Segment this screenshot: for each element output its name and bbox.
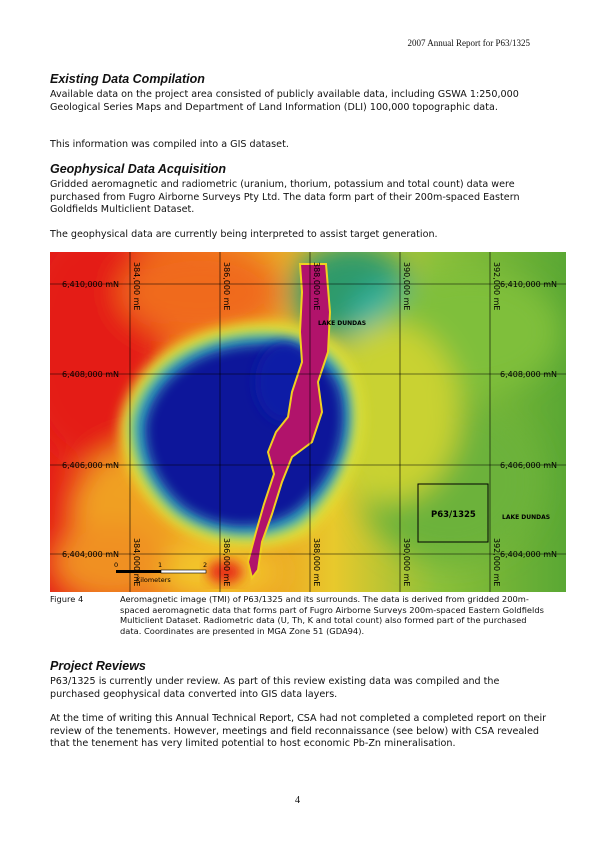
existing-data-paragraph: Available data on the project area consi… [50, 89, 519, 113]
interpretation-paragraph: The geophysical data are currently being… [50, 229, 438, 240]
northing-label-right: 6,404,000 mN [500, 550, 557, 559]
northing-label-right: 6,410,000 mN [500, 280, 557, 289]
review-paragraph: P63/1325 is currently under review. As p… [50, 676, 500, 700]
northing-label-left: 6,410,000 mN [62, 280, 119, 289]
figure-number: Figure 4 [50, 594, 84, 604]
lake-label: LAKE DUNDAS [318, 320, 366, 327]
easting-label-bottom: 392,000 mE [492, 538, 501, 586]
figure-caption: Aeromagnetic image (TMI) of P63/1325 and… [120, 594, 544, 636]
page-number: 4 [294, 795, 301, 806]
northing-label-left: 6,404,000 mN [62, 550, 119, 559]
aeromagnetic-map: 6,410,000 mN 6,408,000 mN 6,406,000 mN 6… [50, 252, 566, 592]
easting-label-bottom: 386,000 mE [222, 538, 231, 586]
lake-label: LAKE DUNDAS [502, 514, 550, 521]
easting-label-top: 386,000 mE [222, 262, 231, 310]
northing-label-left: 6,406,000 mN [62, 461, 119, 470]
section-title-existing-data: Existing Data Compilation [50, 72, 205, 86]
report-paragraph: At the time of writing this Annual Techn… [50, 713, 547, 749]
northing-label-right: 6,406,000 mN [500, 461, 557, 470]
scale-tick: 0 [114, 561, 118, 569]
scale-tick: 2 [203, 561, 207, 569]
northing-label-right: 6,408,000 mN [500, 370, 557, 379]
easting-label-top: 384,000 mE [132, 262, 141, 310]
scale-tick: 1 [158, 561, 162, 569]
easting-label-top: 392,000 mE [492, 262, 501, 310]
scale-bar: 0 1 2 Kilometers [114, 561, 207, 584]
tenement-label: P63/1325 [431, 510, 476, 520]
gis-paragraph: This information was compiled into a GIS… [50, 139, 289, 150]
aeromagnetic-image: 6,410,000 mN 6,408,000 mN 6,406,000 mN 6… [50, 252, 566, 592]
easting-label-top: 388,000 mE [312, 262, 321, 310]
easting-label-top: 390,000 mE [402, 262, 411, 310]
tenement-boundary [417, 483, 489, 543]
northing-label-left: 6,408,000 mN [62, 370, 119, 379]
running-header: 2007 Annual Report for P63/1325 [407, 38, 531, 48]
geophysical-paragraph: Gridded aeromagnetic and radiometric (ur… [50, 179, 520, 215]
easting-label-bottom: 384,000 mE [132, 538, 141, 586]
easting-label-bottom: 390,000 mE [402, 538, 411, 586]
easting-label-bottom: 388,000 mE [312, 538, 321, 586]
section-title-geophysical: Geophysical Data Acquisition [50, 162, 226, 176]
scale-unit: Kilometers [136, 576, 171, 584]
section-title-project-reviews: Project Reviews [50, 659, 146, 673]
